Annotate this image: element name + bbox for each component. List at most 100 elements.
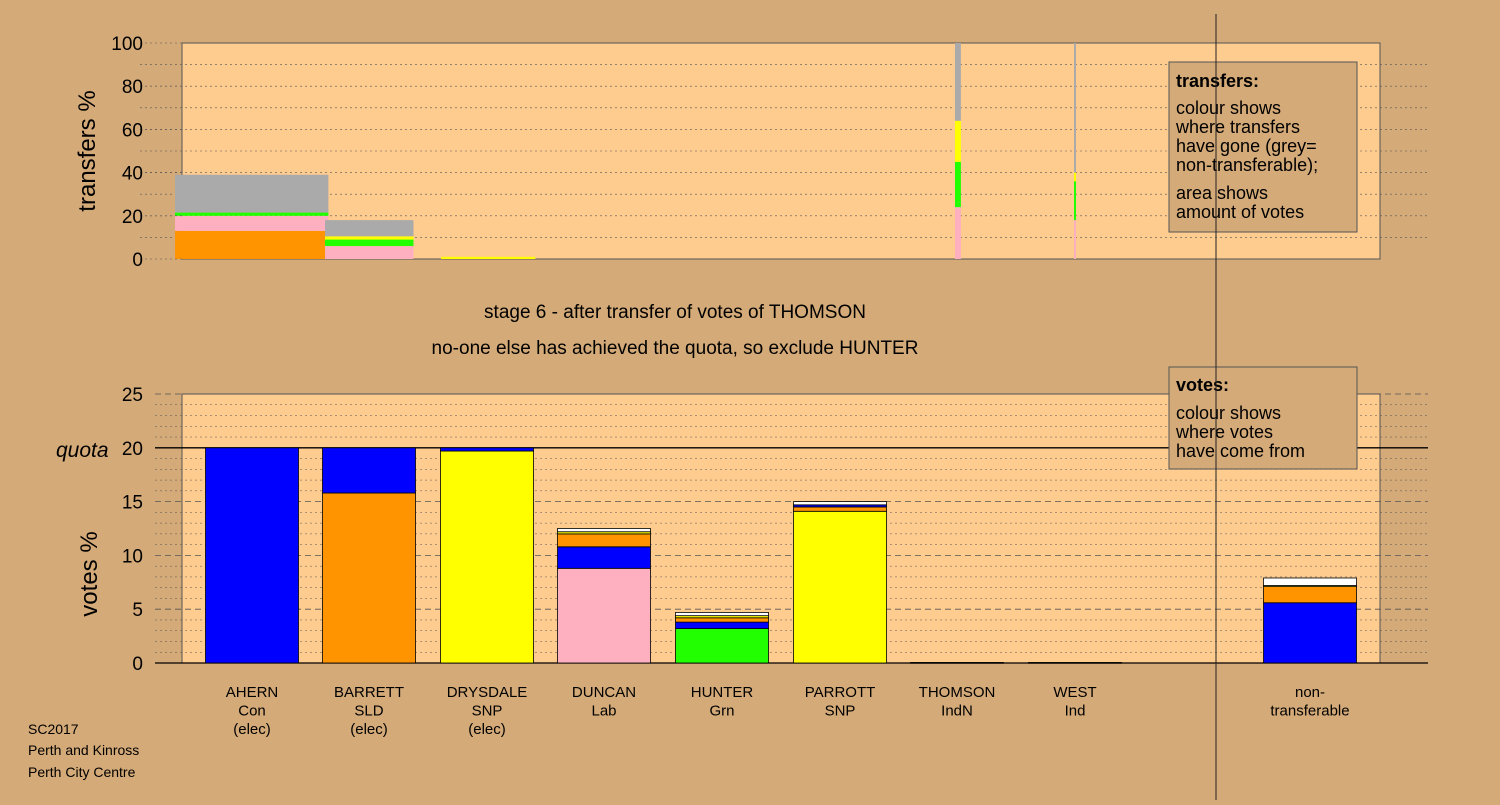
vote-segment	[675, 612, 769, 617]
transfer-segment	[325, 220, 414, 237]
footer-line: SC2017	[28, 721, 79, 737]
transfers-legend-line: colour shows	[1176, 98, 1281, 118]
vote-segment	[440, 450, 534, 664]
transfer-segment	[175, 215, 329, 231]
y-tick-label: 100	[111, 34, 143, 55]
y-tick-label: 10	[122, 546, 143, 567]
transfer-segment	[175, 212, 329, 216]
x-tick-label: DRYSDALE	[447, 684, 528, 701]
stage-action: no-one else has achieved the quota, so e…	[432, 338, 919, 359]
footer: SC2017 Perth and Kinross Perth City Cent…	[28, 721, 139, 780]
transfers-legend: transfers: colour shows where transfers …	[1168, 61, 1358, 233]
votes-y-ticks: 0 5 10 15 20 25	[122, 385, 143, 675]
votes-bars	[205, 447, 1357, 664]
x-tick-label: (elec)	[233, 721, 271, 738]
x-tick-label: THOMSON	[919, 684, 996, 701]
votes-legend-title: votes:	[1176, 375, 1229, 395]
vote-segment	[557, 528, 651, 533]
y-tick-label: 0	[132, 654, 143, 675]
x-tick-label: BARRETT	[334, 684, 404, 701]
vote-segment	[1263, 577, 1357, 586]
x-tick-label: AHERN	[226, 684, 279, 701]
x-tick-label: SNP	[825, 703, 856, 720]
vote-segment	[322, 447, 416, 494]
vote-segment	[793, 501, 887, 506]
x-tick-label: DUNCAN	[572, 684, 636, 701]
transfer-segment	[955, 161, 961, 208]
transfers-chart: 0 20 40 60 80 100 transfers % transfers: colo…	[74, 34, 1428, 271]
transfer-segment	[955, 120, 961, 162]
x-tick-label: SNP	[472, 703, 503, 720]
vote-segment	[205, 447, 299, 664]
y-tick-label: 5	[132, 600, 143, 621]
transfer-segment	[325, 246, 414, 259]
transfer-segment	[441, 256, 536, 259]
transfers-legend-line: area shows	[1176, 183, 1268, 203]
transfer-segment	[325, 239, 414, 247]
transfer-segment	[175, 230, 329, 259]
footer-line: Perth and Kinross	[28, 742, 139, 758]
transfer-segment	[1074, 220, 1076, 259]
x-tick-label: WEST	[1053, 684, 1096, 701]
vote-segment	[557, 546, 651, 569]
x-tick-label: PARROTT	[805, 684, 876, 701]
x-tick-label: IndN	[941, 703, 973, 720]
transfers-legend-box	[1168, 61, 1358, 233]
transfers-legend-title: transfers:	[1176, 71, 1259, 91]
transfers-legend-line: have gone (grey=	[1176, 136, 1317, 156]
transfer-segment	[325, 236, 414, 240]
x-tick-label: transferable	[1270, 703, 1349, 720]
transfer-segment	[1074, 43, 1076, 173]
transfer-segment	[1074, 181, 1076, 221]
x-tick-label: (elec)	[350, 721, 388, 738]
vote-segment	[322, 492, 416, 664]
vote-segment	[557, 533, 651, 548]
y-tick-label: 80	[122, 77, 143, 98]
transfer-segment	[1074, 172, 1076, 182]
x-tick-label: HUNTER	[691, 684, 754, 701]
vote-segment	[793, 510, 887, 664]
vote-segment	[910, 662, 1004, 664]
vote-segment	[1263, 586, 1357, 604]
vote-segment	[793, 506, 887, 512]
votes-legend-line: where votes	[1175, 422, 1273, 442]
y-tick-label: 20	[122, 439, 143, 460]
transfers-y-axis-label: transfers %	[74, 90, 101, 211]
transfers-legend-line: amount of votes	[1176, 202, 1304, 222]
vote-segment	[675, 621, 769, 629]
vote-segment	[675, 617, 769, 623]
y-tick-label: 15	[122, 493, 143, 514]
x-tick-label: Grn	[709, 703, 734, 720]
transfer-segment	[955, 43, 961, 121]
y-tick-label: 0	[132, 250, 143, 271]
quota-label: quota	[56, 439, 109, 462]
votes-legend-line: have come from	[1176, 441, 1305, 461]
votes-legend-line: colour shows	[1176, 403, 1281, 423]
votes-legend-box	[1168, 366, 1358, 470]
transfers-bars	[175, 43, 1076, 259]
vote-segment	[1028, 662, 1122, 664]
transfer-segment	[955, 207, 961, 259]
vote-segment	[557, 567, 651, 664]
transfers-y-ticks: 0 20 40 60 80 100	[111, 34, 182, 271]
footer-line: Perth City Centre	[28, 764, 136, 780]
vote-segment	[440, 447, 534, 452]
votes-y-axis-label: votes %	[76, 531, 103, 616]
y-tick-label: 60	[122, 120, 143, 141]
x-tick-label: non-	[1295, 684, 1325, 701]
transfers-legend-line: where transfers	[1175, 117, 1300, 137]
stage-description: stage 6 - after transfer of votes of THO…	[484, 302, 866, 323]
x-tick-label: (elec)	[468, 721, 506, 738]
y-tick-label: 40	[122, 164, 143, 185]
x-tick-label: SLD	[354, 703, 383, 720]
vote-segment	[675, 628, 769, 664]
x-tick-label: Ind	[1065, 703, 1086, 720]
x-tick-label: Con	[238, 703, 266, 720]
votes-legend: votes: colour shows where votes have com…	[1168, 366, 1358, 470]
votes-x-labels: AHERNCon(elec)BARRETTSLD(elec)DRYSDALESN…	[226, 684, 1350, 738]
vote-segment	[1263, 602, 1357, 664]
y-tick-label: 20	[122, 207, 143, 228]
